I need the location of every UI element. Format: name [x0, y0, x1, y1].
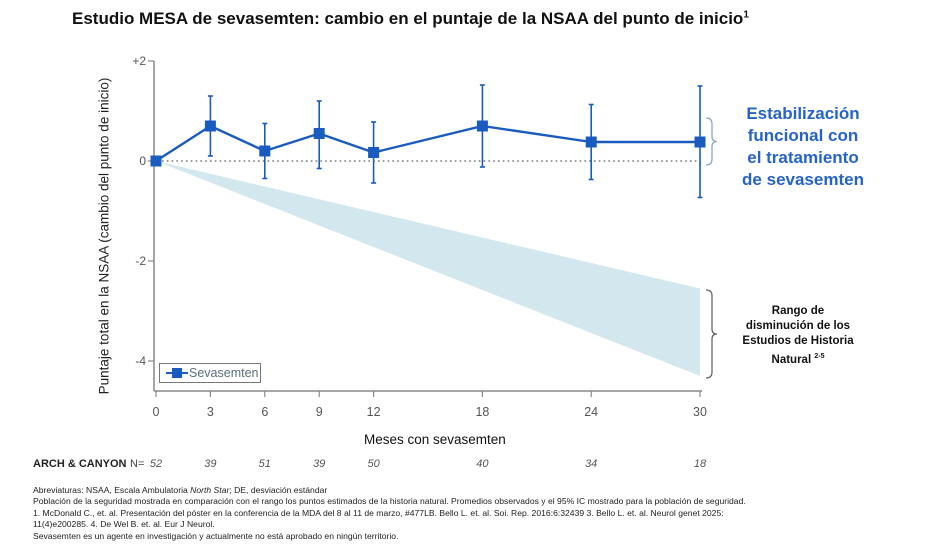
- x-tick-label: 30: [693, 405, 707, 419]
- data-point-marker: [259, 145, 271, 157]
- x-tick-label: 3: [207, 405, 214, 419]
- n-at-risk-value: 39: [204, 458, 217, 470]
- n-at-risk-value: 40: [476, 458, 489, 470]
- footnote-references-cont: 11(4)e200285. 4. De Wel B. et. al. Eur J…: [33, 519, 215, 530]
- y-tick-label: 0: [139, 154, 146, 168]
- data-point-marker: [694, 136, 706, 148]
- stabilization-annotation: Estabilización funcional con el tratamie…: [728, 103, 878, 191]
- footnote-population: Población de la seguridad mostrada en co…: [33, 496, 746, 507]
- y-tick-label: +2: [132, 54, 146, 68]
- data-point-marker: [585, 136, 597, 148]
- data-point-marker: [368, 147, 380, 158]
- n-at-risk-value: 50: [367, 458, 380, 470]
- y-axis-label: Puntaje total en la NSAA (cambio del pun…: [96, 77, 112, 395]
- stabilization-line: Estabilización: [746, 104, 860, 123]
- natural-history-annotation: Rango de disminución de los Estudios de …: [740, 304, 856, 368]
- footnote-references: 1. McDonald C., et. al. Presentación del…: [33, 507, 724, 518]
- natural-history-superscript: 2-5: [814, 353, 825, 360]
- chart-title-text: Estudio MESA de sevasemten: cambio en el…: [72, 9, 744, 28]
- n-at-risk-label: ARCH & CANYON: [33, 458, 127, 470]
- n-at-risk-value: 51: [258, 458, 271, 470]
- x-tick-label: 18: [475, 405, 489, 419]
- series-line-sevasemten: [155, 124, 700, 163]
- n-at-risk-value: 34: [585, 458, 598, 470]
- natural-history-line: Estudios de Historia: [742, 335, 854, 347]
- n-at-risk-row: ARCH & CANYON N= 52 39 51 39 50 40 34 18: [33, 458, 733, 472]
- legend: Sevasemten: [159, 363, 261, 383]
- stabilization-line: funcional con: [747, 126, 859, 145]
- n-at-risk-value: 39: [313, 458, 326, 470]
- footnote-text: ; DE, desviación estándar: [229, 485, 328, 495]
- y-tick-label: -4: [135, 354, 146, 368]
- chart-title: Estudio MESA de sevasemten: cambio en el…: [72, 9, 749, 29]
- natural-history-line: disminución de los: [745, 320, 851, 332]
- legend-marker-icon: [166, 368, 188, 378]
- x-tick-label: 9: [316, 405, 323, 419]
- x-tick-label: 24: [584, 405, 598, 419]
- footnotes: Abreviaturas: NSAA, Escala Ambulatoria N…: [33, 485, 746, 542]
- legend-entry-sevasemten: Sevasemten: [189, 366, 259, 380]
- footnote-italic: North Star: [190, 485, 230, 495]
- x-tick-label: 12: [367, 405, 381, 419]
- natural-history-line: Natural 2-5: [740, 349, 856, 368]
- y-tick-label: -2: [135, 254, 146, 268]
- title-reference-superscript: 1: [743, 9, 749, 21]
- footnote-disclaimer: Sevasemten es un agente en investigación…: [33, 530, 399, 541]
- n-at-risk-value: 18: [693, 458, 707, 470]
- n-at-risk-prefix: N=: [130, 458, 145, 470]
- data-point-marker: [204, 120, 216, 132]
- data-point-marker: [476, 120, 488, 132]
- natural-history-brace: [705, 289, 718, 379]
- x-tick-label: 0: [153, 405, 160, 419]
- x-axis-label: Meses con sevasemten: [364, 432, 506, 447]
- natural-history-line-text: Natural: [771, 353, 812, 366]
- stabilization-line: el tratamiento: [747, 148, 859, 167]
- stabilization-brace: [705, 117, 718, 166]
- data-point-marker: [313, 128, 325, 139]
- footnote-abbreviations: Abreviaturas: NSAA, Escala Ambulatoria N…: [33, 485, 746, 496]
- n-at-risk-value: 52: [149, 458, 163, 470]
- footnote-text: Abreviaturas: NSAA, Escala Ambulatoria: [33, 485, 191, 495]
- x-tick-label: 6: [261, 405, 268, 419]
- data-point-marker: [150, 155, 162, 167]
- stabilization-line: de sevasemten: [742, 170, 864, 189]
- natural-history-range-area: [156, 161, 700, 376]
- natural-history-line: Rango de: [771, 305, 825, 317]
